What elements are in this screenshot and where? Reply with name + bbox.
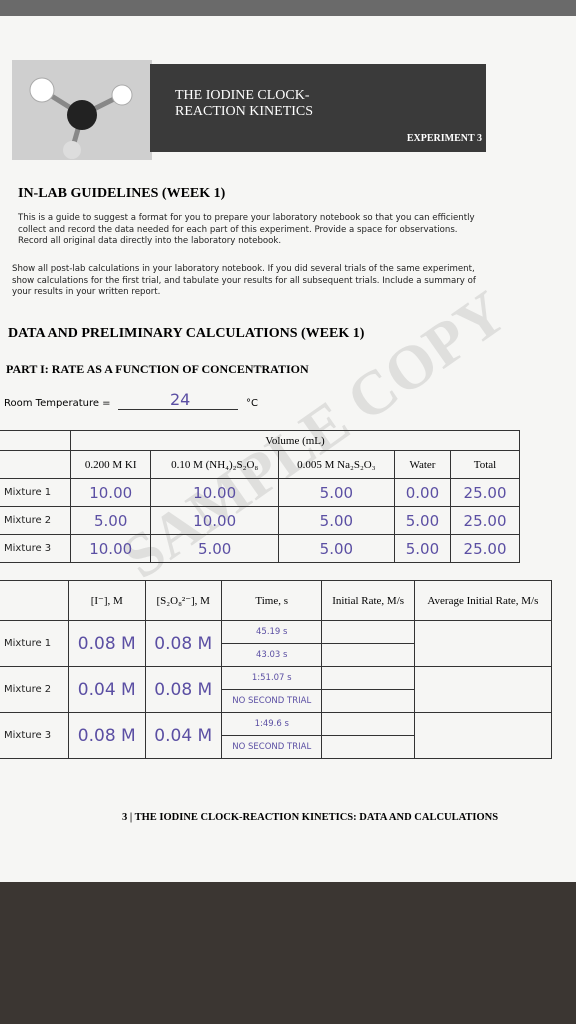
handwritten-value: 5.00	[393, 506, 452, 535]
room-temp-line	[118, 409, 238, 410]
handwritten-value: 0.00	[393, 478, 452, 507]
column-header: Initial Rate, M/s	[321, 580, 415, 621]
handwritten-value: 10.00	[69, 478, 152, 507]
handwritten-time: 43.03 s	[220, 643, 323, 667]
handwritten-time: NO SECOND TRIAL	[220, 689, 323, 713]
paragraph: This is a guide to suggest a format for …	[18, 213, 475, 246]
empty-cell	[413, 620, 553, 667]
handwritten-value: 5.00	[69, 506, 152, 535]
row: Mixture 1 0.08 M 0.08 M 45.19 s	[0, 620, 553, 667]
rate-table: [I⁻], M [S₂O₈²⁻], M Time, s Initial Rate, M…	[0, 580, 553, 759]
row: Mixture 3 0.08 M 0.04 M 1:49.6 s	[0, 712, 553, 759]
handwritten-value: 5.00	[277, 478, 395, 507]
empty-cell	[321, 735, 415, 759]
column-header: Time, s	[220, 580, 323, 621]
row: 43.03 s	[0, 643, 552, 667]
handwritten-value: 25.00	[450, 478, 520, 507]
footer: 3 | THE IODINE CLOCK-REACTION KINETICS: …	[122, 812, 499, 823]
heading: DATA AND PRELIMINARY CALCULATIONS (WEEK …	[8, 326, 365, 341]
banner	[150, 64, 486, 152]
empty-cell	[0, 450, 71, 479]
handwritten-time: 1:49.6 s	[220, 712, 323, 736]
empty-cell	[321, 712, 415, 736]
paragraph: Show all post-lab calculations in your l…	[12, 264, 476, 297]
handwritten-value: 10.00	[69, 534, 152, 563]
room-temp-value: 24	[170, 390, 191, 409]
handwritten-value: 0.08 M	[144, 666, 222, 713]
column-header: Water	[393, 450, 452, 479]
empty-cell	[0, 430, 71, 451]
empty-cell	[321, 643, 415, 667]
handwritten-value: 25.00	[450, 534, 520, 563]
handwritten-value: 0.04 M	[68, 666, 146, 713]
banner-title: THE IODINE CLOCK- REACTION KINETICS	[175, 88, 313, 120]
handwritten-time: 45.19 s	[220, 620, 323, 644]
handwritten-value: 10.00	[150, 506, 279, 535]
empty-cell	[413, 666, 553, 713]
title-line: REACTION KINETICS	[175, 104, 314, 119]
row: [I⁻], M [S₂O₈²⁻], M Time, s Initial Rate, M…	[0, 580, 553, 621]
heading: IN-LAB GUIDELINES (WEEK 1)	[18, 186, 226, 201]
handwritten-value: 5.00	[150, 534, 279, 563]
column-header: 0.005 M Na₂S₂O₃	[277, 450, 395, 479]
row: Mixture 2 5.00 10.00 5.00 5.00 25.00	[0, 506, 520, 535]
row-label: Mixture 3	[0, 712, 69, 759]
row-label: Mixture 1	[0, 478, 71, 507]
column-header: 0.200 M KI	[69, 450, 152, 479]
empty-cell	[321, 689, 415, 713]
column-header: 0.10 M (NH₄)₂S₂O₈	[150, 450, 279, 479]
experiment-label: EXPERIMENT 3	[406, 133, 482, 144]
empty-cell	[0, 580, 69, 621]
handwritten-value: 0.08 M	[68, 620, 146, 667]
group-header: Volume (mL)	[70, 430, 520, 451]
row: 0.200 M KI 0.10 M (NH₄)₂S₂O₈ 0.005 M Na₂S₂…	[0, 450, 520, 479]
row-label: Mixture 1	[0, 620, 69, 667]
column-header: [I⁻], M	[68, 580, 146, 621]
handwritten-value: 5.00	[277, 506, 395, 535]
handwritten-value: 0.08 M	[68, 712, 146, 759]
row-label: Mixture 2	[0, 666, 69, 713]
volume-table: Volume (mL) 0.200 M KI 0.10 M (NH₄)₂S₂O₈ 0.…	[0, 430, 520, 563]
row: Volume (mL)	[0, 430, 520, 451]
empty-cell	[321, 620, 415, 644]
handwritten-value: 25.00	[450, 506, 520, 535]
row-label: Mixture 2	[0, 506, 71, 535]
room-temp-unit: °C	[246, 398, 258, 409]
row: Mixture 1 10.00 10.00 5.00 0.00 25.00	[0, 478, 520, 507]
row-label: Mixture 3	[0, 534, 71, 563]
row: Mixture 3 10.00 5.00 5.00 5.00 25.00	[0, 534, 520, 563]
row: NO SECOND TRIAL	[0, 735, 552, 759]
handwritten-value: 5.00	[277, 534, 395, 563]
column-header: Average Initial Rate, M/s	[413, 580, 553, 621]
room-temp-label: Room Temperature =	[4, 398, 111, 409]
top-background	[0, 0, 576, 20]
column-header: [S₂O₈²⁻], M	[144, 580, 222, 621]
handwritten-value: 10.00	[150, 478, 279, 507]
handwritten-time: 1:51.07 s	[220, 666, 323, 690]
handwritten-time: NO SECOND TRIAL	[220, 735, 323, 759]
title-line: THE IODINE CLOCK-	[175, 88, 310, 103]
subheading: PART I: RATE AS A FUNCTION OF CONCENTRAT…	[6, 362, 309, 376]
column-header: Total	[450, 450, 520, 479]
handwritten-value: 0.08 M	[144, 620, 222, 667]
empty-cell	[413, 712, 553, 759]
handwritten-value: 5.00	[393, 534, 452, 563]
row: Mixture 2 0.04 M 0.08 M 1:51.07 s	[0, 666, 553, 713]
molecule-image	[12, 60, 152, 160]
empty-cell	[321, 666, 415, 690]
row: NO SECOND TRIAL	[0, 689, 552, 713]
handwritten-value: 0.04 M	[144, 712, 222, 759]
